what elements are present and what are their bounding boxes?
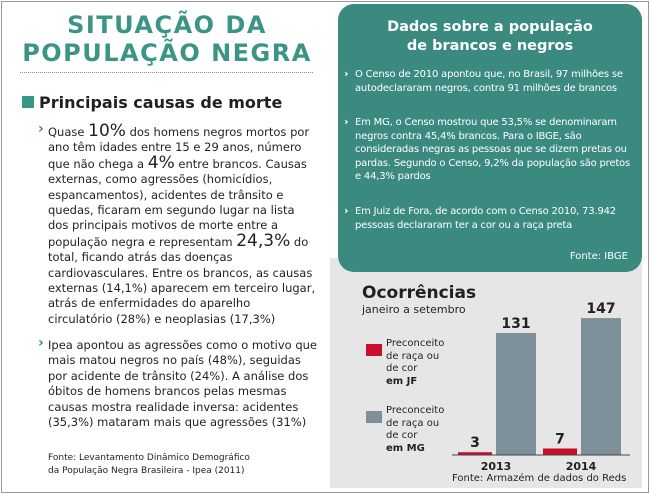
main-title: SITUAÇÃO DA POPULAÇÃO NEGRA [12, 11, 322, 67]
chart-title: Ocorrências [362, 283, 477, 303]
title-divider [20, 72, 313, 73]
bar-jf-2014 [543, 448, 577, 455]
highlight-24pct: 24,3% [236, 230, 291, 251]
section-square-icon [22, 96, 34, 108]
legend-swatch-jf [366, 344, 382, 356]
info-panel: Dados sobre a população de brancos e neg… [338, 4, 642, 272]
bar-value-mg-2013: 131 [501, 316, 530, 332]
chevron-right-icon: › [344, 67, 349, 80]
ipea-paragraph: Ipea apontou as agressões como o motivo … [48, 338, 318, 430]
panel-source: Fonte: IBGE [569, 251, 628, 262]
chart-subtitle: janeiro a setembro [362, 303, 466, 316]
panel-bullet-jf: Em Juiz de Fora, de acordo com o Censo 2… [355, 206, 616, 231]
chevron-right-icon: › [38, 335, 44, 351]
chart-source: Fonte: Armazém de dados do Reds [452, 473, 627, 484]
legend-swatch-mg [366, 411, 382, 423]
highlight-10pct: 10% [88, 121, 126, 141]
chevron-right-icon: › [38, 121, 44, 137]
bar-jf-2013 [458, 452, 492, 455]
main-title-line2: POPULAÇÃO NEGRA [22, 39, 312, 67]
chevron-right-icon: › [344, 204, 349, 217]
section-heading-text: Principais causas de morte [39, 93, 283, 112]
left-source-line1: Fonte: Levantamento Dinâmico Demográfico [48, 453, 250, 463]
chevron-right-icon: › [344, 115, 349, 128]
legend-label-mg: Preconceito de raça ou de cor em MG [386, 405, 445, 454]
bar-value-jf-2013: 3 [470, 435, 480, 451]
x-tick-label-2014: 2014 [566, 460, 597, 473]
causes-paragraph: Quase 10% dos homens negros mortos por a… [48, 121, 316, 326]
panel-title-line2: de brancos e negros [406, 38, 574, 54]
panel-bullet-mg: Em MG, o Censo mostrou que 53,5% se deno… [355, 117, 630, 182]
bar-mg-2013 [496, 333, 536, 455]
panel-title-line1: Dados sobre a população [387, 19, 593, 35]
panel-bullet-brazil: O Censo de 2010 apontou que, no Brasil, … [355, 69, 623, 94]
bar-value-mg-2014: 147 [586, 301, 615, 317]
bar-mg-2014 [581, 318, 621, 455]
left-source-line2: da População Negra Brasileira - Ipea (20… [48, 466, 245, 476]
left-source: Fonte: Levantamento Dinâmico Demográfico… [48, 452, 250, 478]
highlight-4pct: 4% [147, 152, 175, 173]
legend-label-jf: Preconceito de raça ou de cor em JF [386, 338, 445, 387]
panel-title: Dados sobre a população de brancos e neg… [338, 18, 642, 56]
main-title-line1: SITUAÇÃO DA [67, 11, 267, 39]
section-heading: Principais causas de morte [22, 93, 282, 113]
bar-value-jf-2014: 7 [555, 431, 565, 447]
x-tick-label-2013: 2013 [481, 460, 512, 473]
